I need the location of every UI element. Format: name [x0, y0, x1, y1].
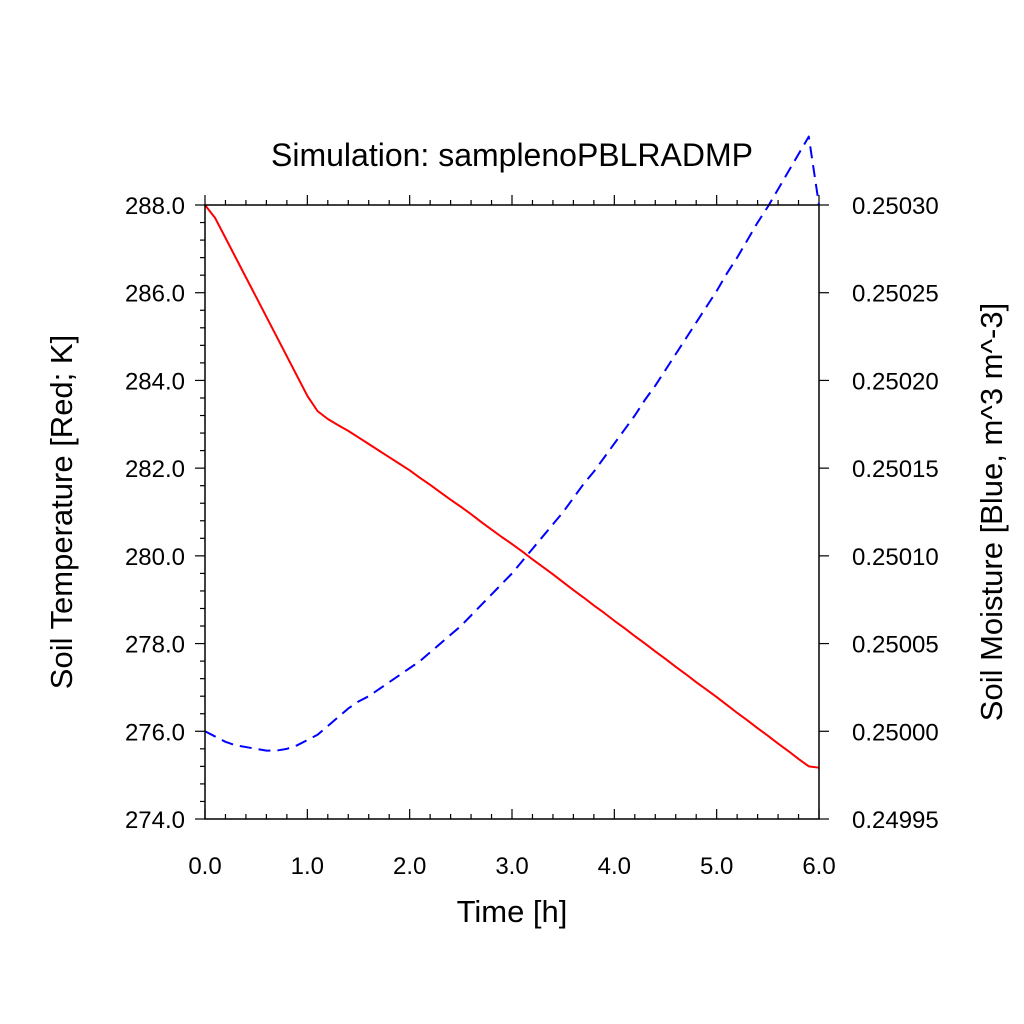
y-right-tick-label: 0.25005: [852, 632, 939, 659]
x-tick-label: 4.0: [598, 853, 631, 880]
y-right-tick-label: 0.25010: [852, 544, 939, 571]
x-tick-label: 6.0: [802, 853, 835, 880]
ticks-layer: 0.0 1.0 2.0 3.0 4.0 5.0 6.0 274.0 276.0 278.0 280.…: [125, 193, 939, 880]
y-left-tick-label: 274.0: [125, 807, 185, 834]
soil-moisture-line: [204, 135, 820, 752]
soil-temperature-line: [204, 204, 820, 769]
y-left-tick-label: 282.0: [125, 456, 185, 483]
series-layer: [204, 135, 820, 769]
x-tick-label: 2.0: [393, 853, 426, 880]
y-left-tick-label: 276.0: [125, 719, 185, 746]
x-tick-label: 5.0: [700, 853, 733, 880]
y-right-tick-label: 0.25030: [852, 193, 939, 220]
x-tick-label: 3.0: [495, 853, 528, 880]
y-right-tick-label: 0.25000: [852, 719, 939, 746]
y-left-tick-label: 280.0: [125, 544, 185, 571]
y-right-tick-label: 0.25015: [852, 456, 939, 483]
y-left-tick-label: 288.0: [125, 193, 185, 220]
chart-title: Simulation: samplenoPBLRADMP: [271, 137, 753, 173]
x-axis-label: Time [h]: [457, 894, 568, 929]
plot-frame: [204, 204, 820, 820]
x-tick-label: 0.0: [188, 853, 221, 880]
y-right-tick-label: 0.25020: [852, 368, 939, 395]
x-tick-label: 1.0: [291, 853, 324, 880]
y-axis-right-label: Soil Moisture [Blue, m^3 m^-3]: [974, 303, 1009, 721]
y-left-tick-label: 284.0: [125, 368, 185, 395]
y-right-tick-label: 0.24995: [852, 807, 939, 834]
y-left-tick-label: 278.0: [125, 632, 185, 659]
y-axis-left-label: Soil Temperature [Red; K]: [44, 335, 79, 689]
y-left-tick-label: 286.0: [125, 281, 185, 308]
y-right-tick-label: 0.25025: [852, 281, 939, 308]
